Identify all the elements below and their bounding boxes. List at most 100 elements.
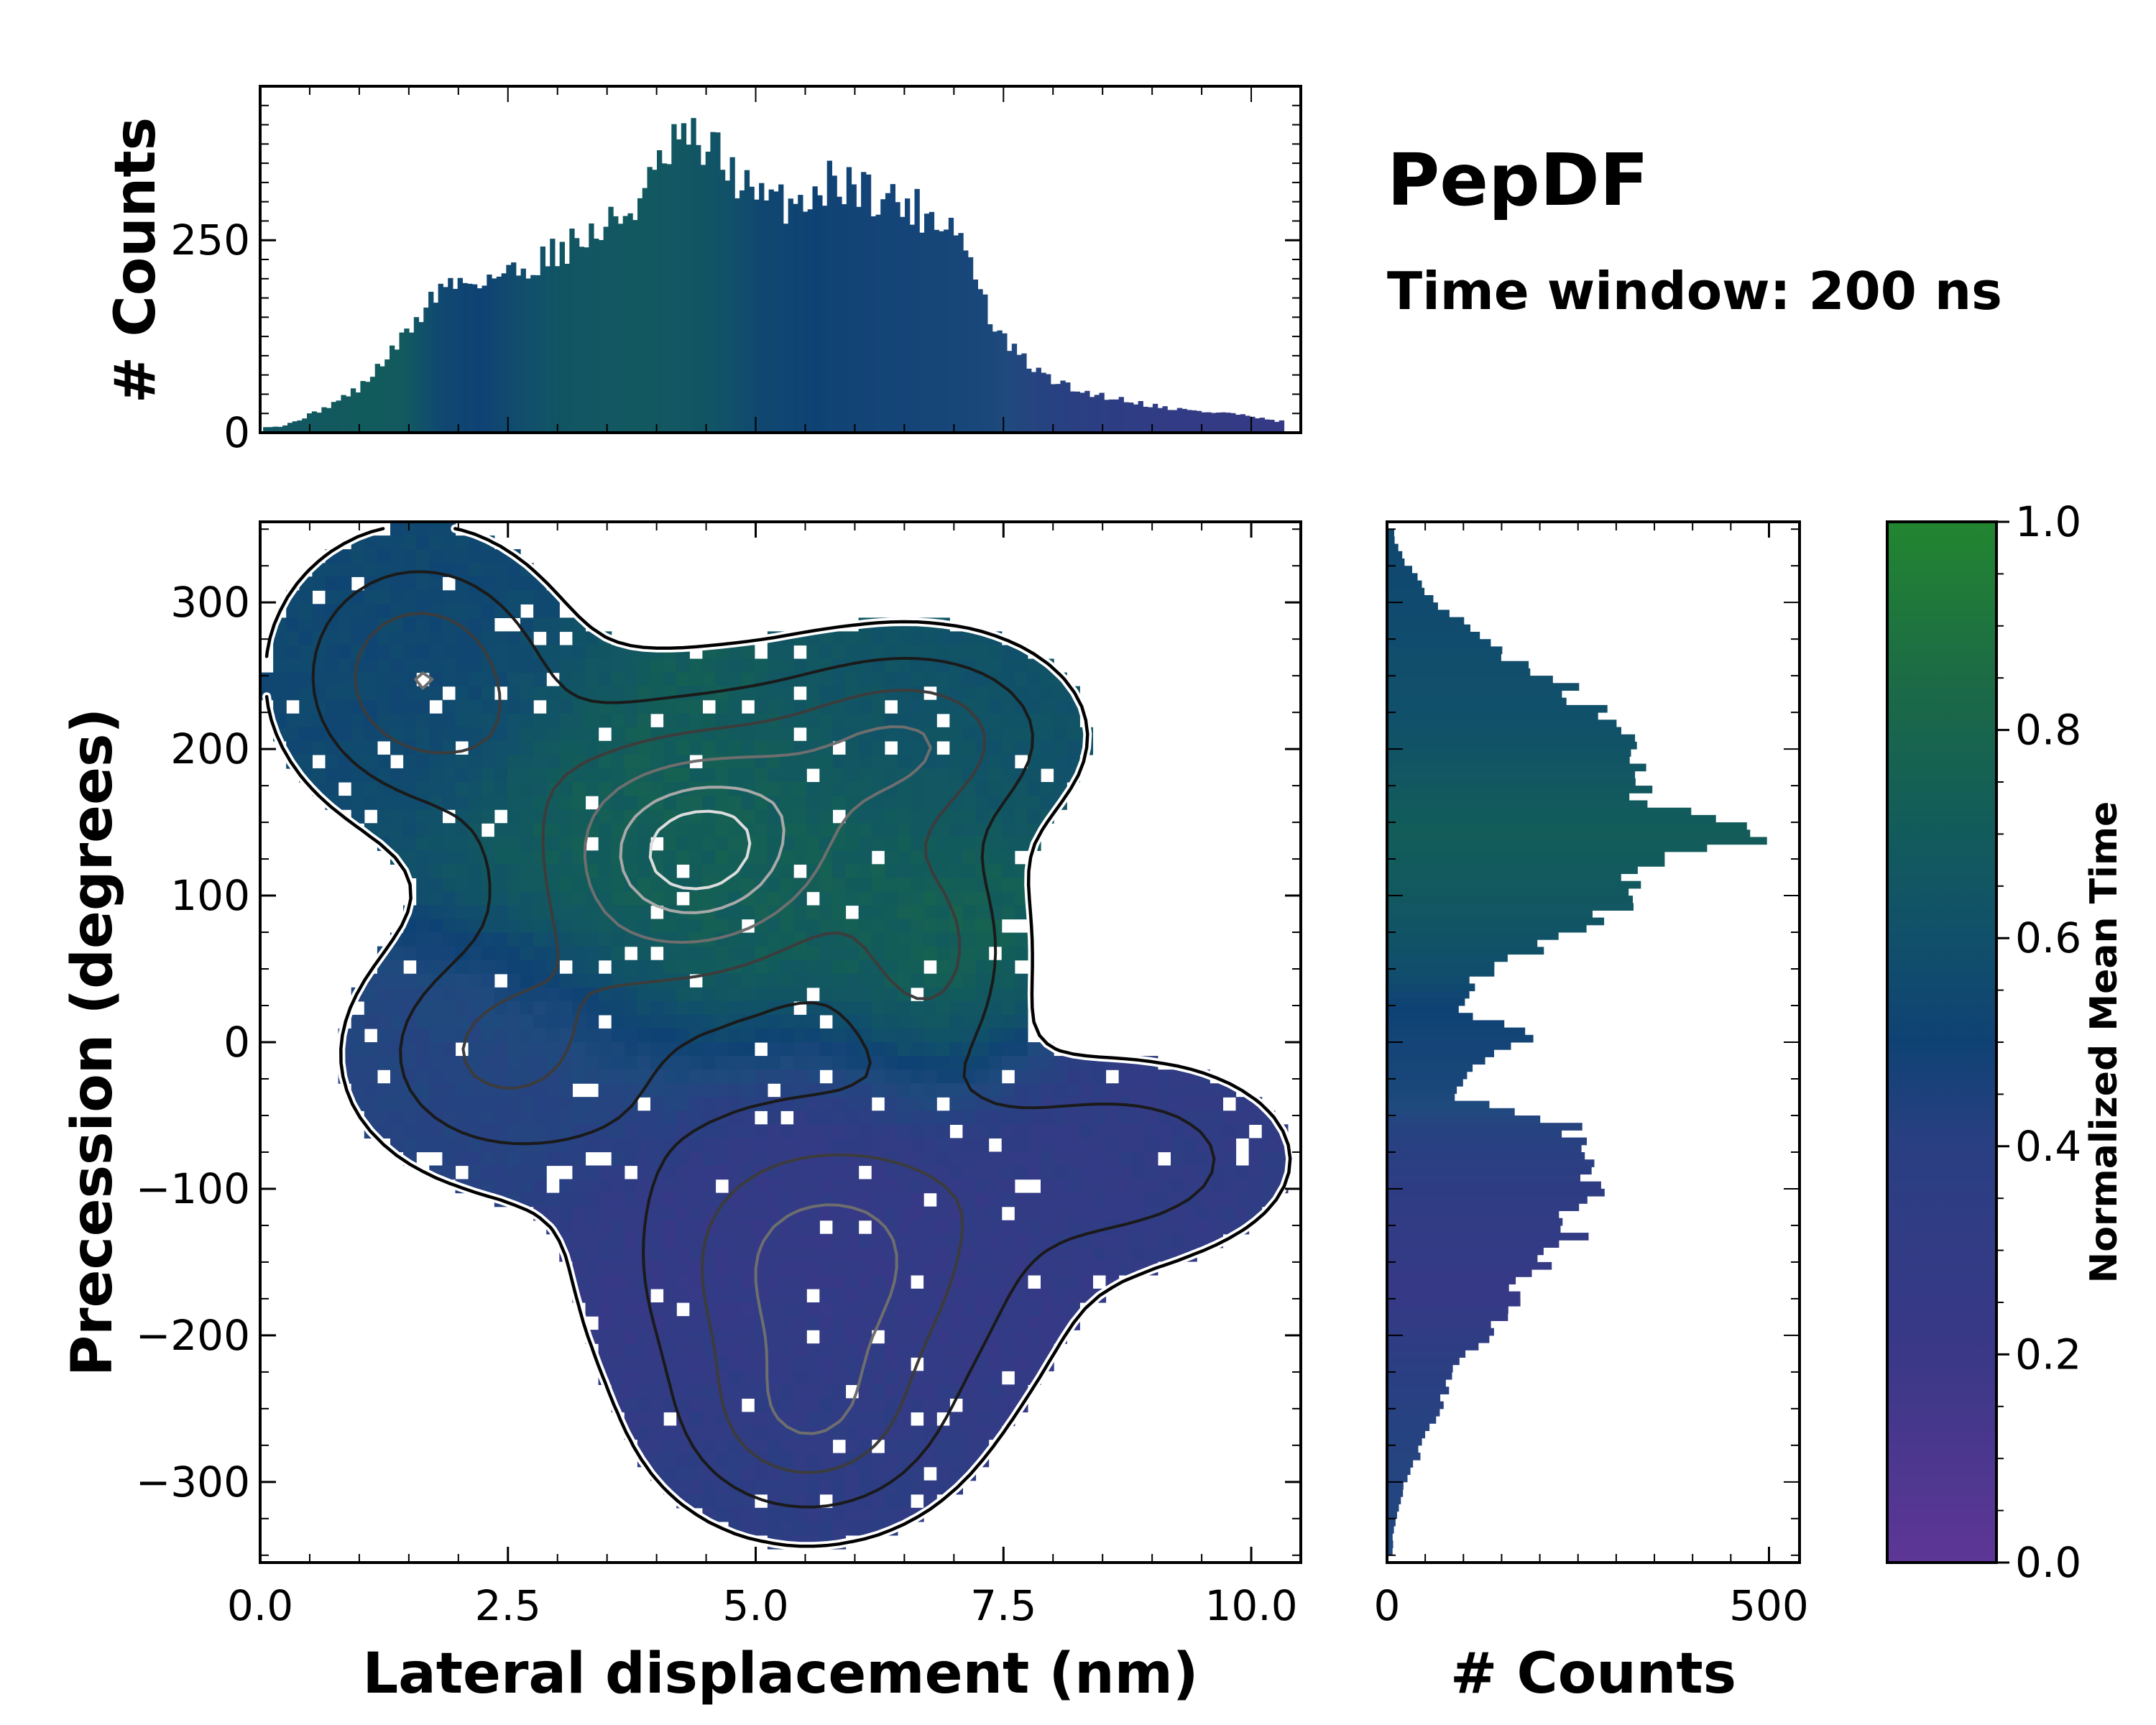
heatmap-cell <box>702 1494 717 1509</box>
heatmap-cell <box>338 617 352 632</box>
heatmap-cell <box>780 1165 794 1180</box>
top-histogram-bar <box>384 359 390 433</box>
heatmap-cell <box>650 1398 664 1413</box>
top-histogram-bar <box>574 238 580 433</box>
heatmap-cell <box>936 699 950 714</box>
heatmap-cell <box>559 740 573 755</box>
heatmap-cell <box>481 1070 495 1084</box>
heatmap-cell <box>273 658 287 673</box>
heatmap-cell <box>598 645 612 660</box>
colorbar-body <box>1886 520 1998 1564</box>
heatmap-cell <box>949 1179 963 1194</box>
heatmap-cell <box>949 1412 963 1427</box>
heatmap-cell <box>676 713 690 728</box>
top-histogram-bar <box>1148 407 1153 433</box>
heatmap-cell <box>858 1507 872 1522</box>
heatmap-cell <box>494 1110 508 1125</box>
heatmap-cell <box>676 1192 690 1208</box>
heatmap-cell <box>598 837 612 851</box>
heatmap-cell <box>806 1124 820 1138</box>
heatmap-cell <box>1067 1220 1080 1235</box>
heatmap-cell <box>481 549 495 564</box>
heatmap-cell <box>689 850 703 865</box>
heatmap-cell <box>546 1124 560 1138</box>
heatmap-cell <box>793 1439 807 1454</box>
heatmap-cell <box>689 1056 703 1070</box>
heatmap-cell <box>559 1124 573 1138</box>
heatmap-cell <box>832 1042 847 1057</box>
heatmap-cell <box>1144 1165 1158 1180</box>
heatmap-cell <box>598 1220 612 1235</box>
heatmap-cell <box>975 905 990 920</box>
heatmap-cell <box>1001 1398 1015 1413</box>
heatmap-cell <box>780 1083 794 1098</box>
heatmap-cell <box>533 1083 547 1098</box>
heatmap-cell <box>845 850 860 865</box>
right-histogram-bar <box>1387 1371 1452 1380</box>
heatmap-cell <box>1105 1138 1120 1153</box>
heatmap-cell <box>507 658 521 673</box>
heatmap-cell <box>390 699 404 714</box>
heatmap-cell <box>845 631 860 646</box>
heatmap-cell <box>884 1192 898 1208</box>
top-histogram-bar <box>681 123 687 433</box>
top-histogram-bar <box>292 421 298 433</box>
heatmap-cell <box>1001 1000 1015 1016</box>
heatmap-cell <box>507 727 521 742</box>
heatmap-cell <box>819 754 833 769</box>
heatmap-cell <box>637 699 651 714</box>
top-histogram-bar <box>379 366 385 433</box>
heatmap-cell <box>806 1343 820 1358</box>
heatmap-cell <box>468 782 482 796</box>
top-histogram-bar <box>826 160 832 433</box>
heatmap-cell <box>650 1425 664 1440</box>
top-histogram-bar <box>346 396 351 433</box>
heatmap-cell <box>936 1083 950 1098</box>
heatmap-cell <box>1054 1070 1067 1084</box>
heatmap-cell <box>767 1507 781 1522</box>
heatmap-cell <box>429 522 443 536</box>
heatmap-cell <box>286 658 300 673</box>
heatmap-cell <box>637 1000 651 1016</box>
right-histogram-bar <box>1387 998 1465 1006</box>
heatmap-cell <box>455 535 469 550</box>
heatmap-cell <box>377 823 391 837</box>
heatmap-cell <box>741 1316 755 1330</box>
heatmap-cell <box>520 645 534 660</box>
heatmap-cell <box>936 1192 950 1208</box>
heatmap-cell <box>962 1330 977 1344</box>
right-histogram-bar <box>1387 1343 1479 1351</box>
right-histogram-bar <box>1387 1013 1473 1021</box>
right-histogram-bar <box>1387 1547 1393 1556</box>
heatmap-cell <box>429 932 443 947</box>
heatmap-cell <box>286 672 300 687</box>
heatmap-cell <box>429 891 443 906</box>
top-histogram-bar <box>520 268 526 433</box>
heatmap-cell <box>689 1000 703 1016</box>
heatmap-cell <box>507 919 521 934</box>
heatmap-cell <box>858 740 872 755</box>
heatmap-cell <box>1157 1192 1171 1208</box>
heatmap-cell <box>741 1124 755 1138</box>
heatmap-cell <box>884 658 898 673</box>
heatmap-cell <box>988 837 1003 851</box>
heatmap-cell <box>767 1261 781 1276</box>
heatmap-cell <box>832 1233 847 1248</box>
heatmap-cell <box>507 809 521 824</box>
heatmap-cell <box>663 768 677 783</box>
heatmap-cell <box>468 645 482 660</box>
heatmap-cell <box>702 1000 717 1016</box>
heatmap-cell <box>520 1179 534 1194</box>
top-histogram-bar <box>715 132 721 433</box>
heatmap-cell <box>1067 1138 1080 1153</box>
heatmap-cell <box>767 1124 781 1138</box>
right-histogram-bar <box>1387 639 1491 647</box>
heatmap-cell <box>1001 850 1015 865</box>
heatmap-cell <box>793 1302 807 1317</box>
heatmap-cell <box>936 919 950 934</box>
colorbar-label: Normalized Mean Time <box>2083 801 2126 1284</box>
heatmap-cell <box>767 1343 781 1358</box>
heatmap-cell <box>988 1412 1003 1427</box>
heatmap-cell <box>949 946 963 961</box>
heatmap-cell <box>793 768 807 783</box>
